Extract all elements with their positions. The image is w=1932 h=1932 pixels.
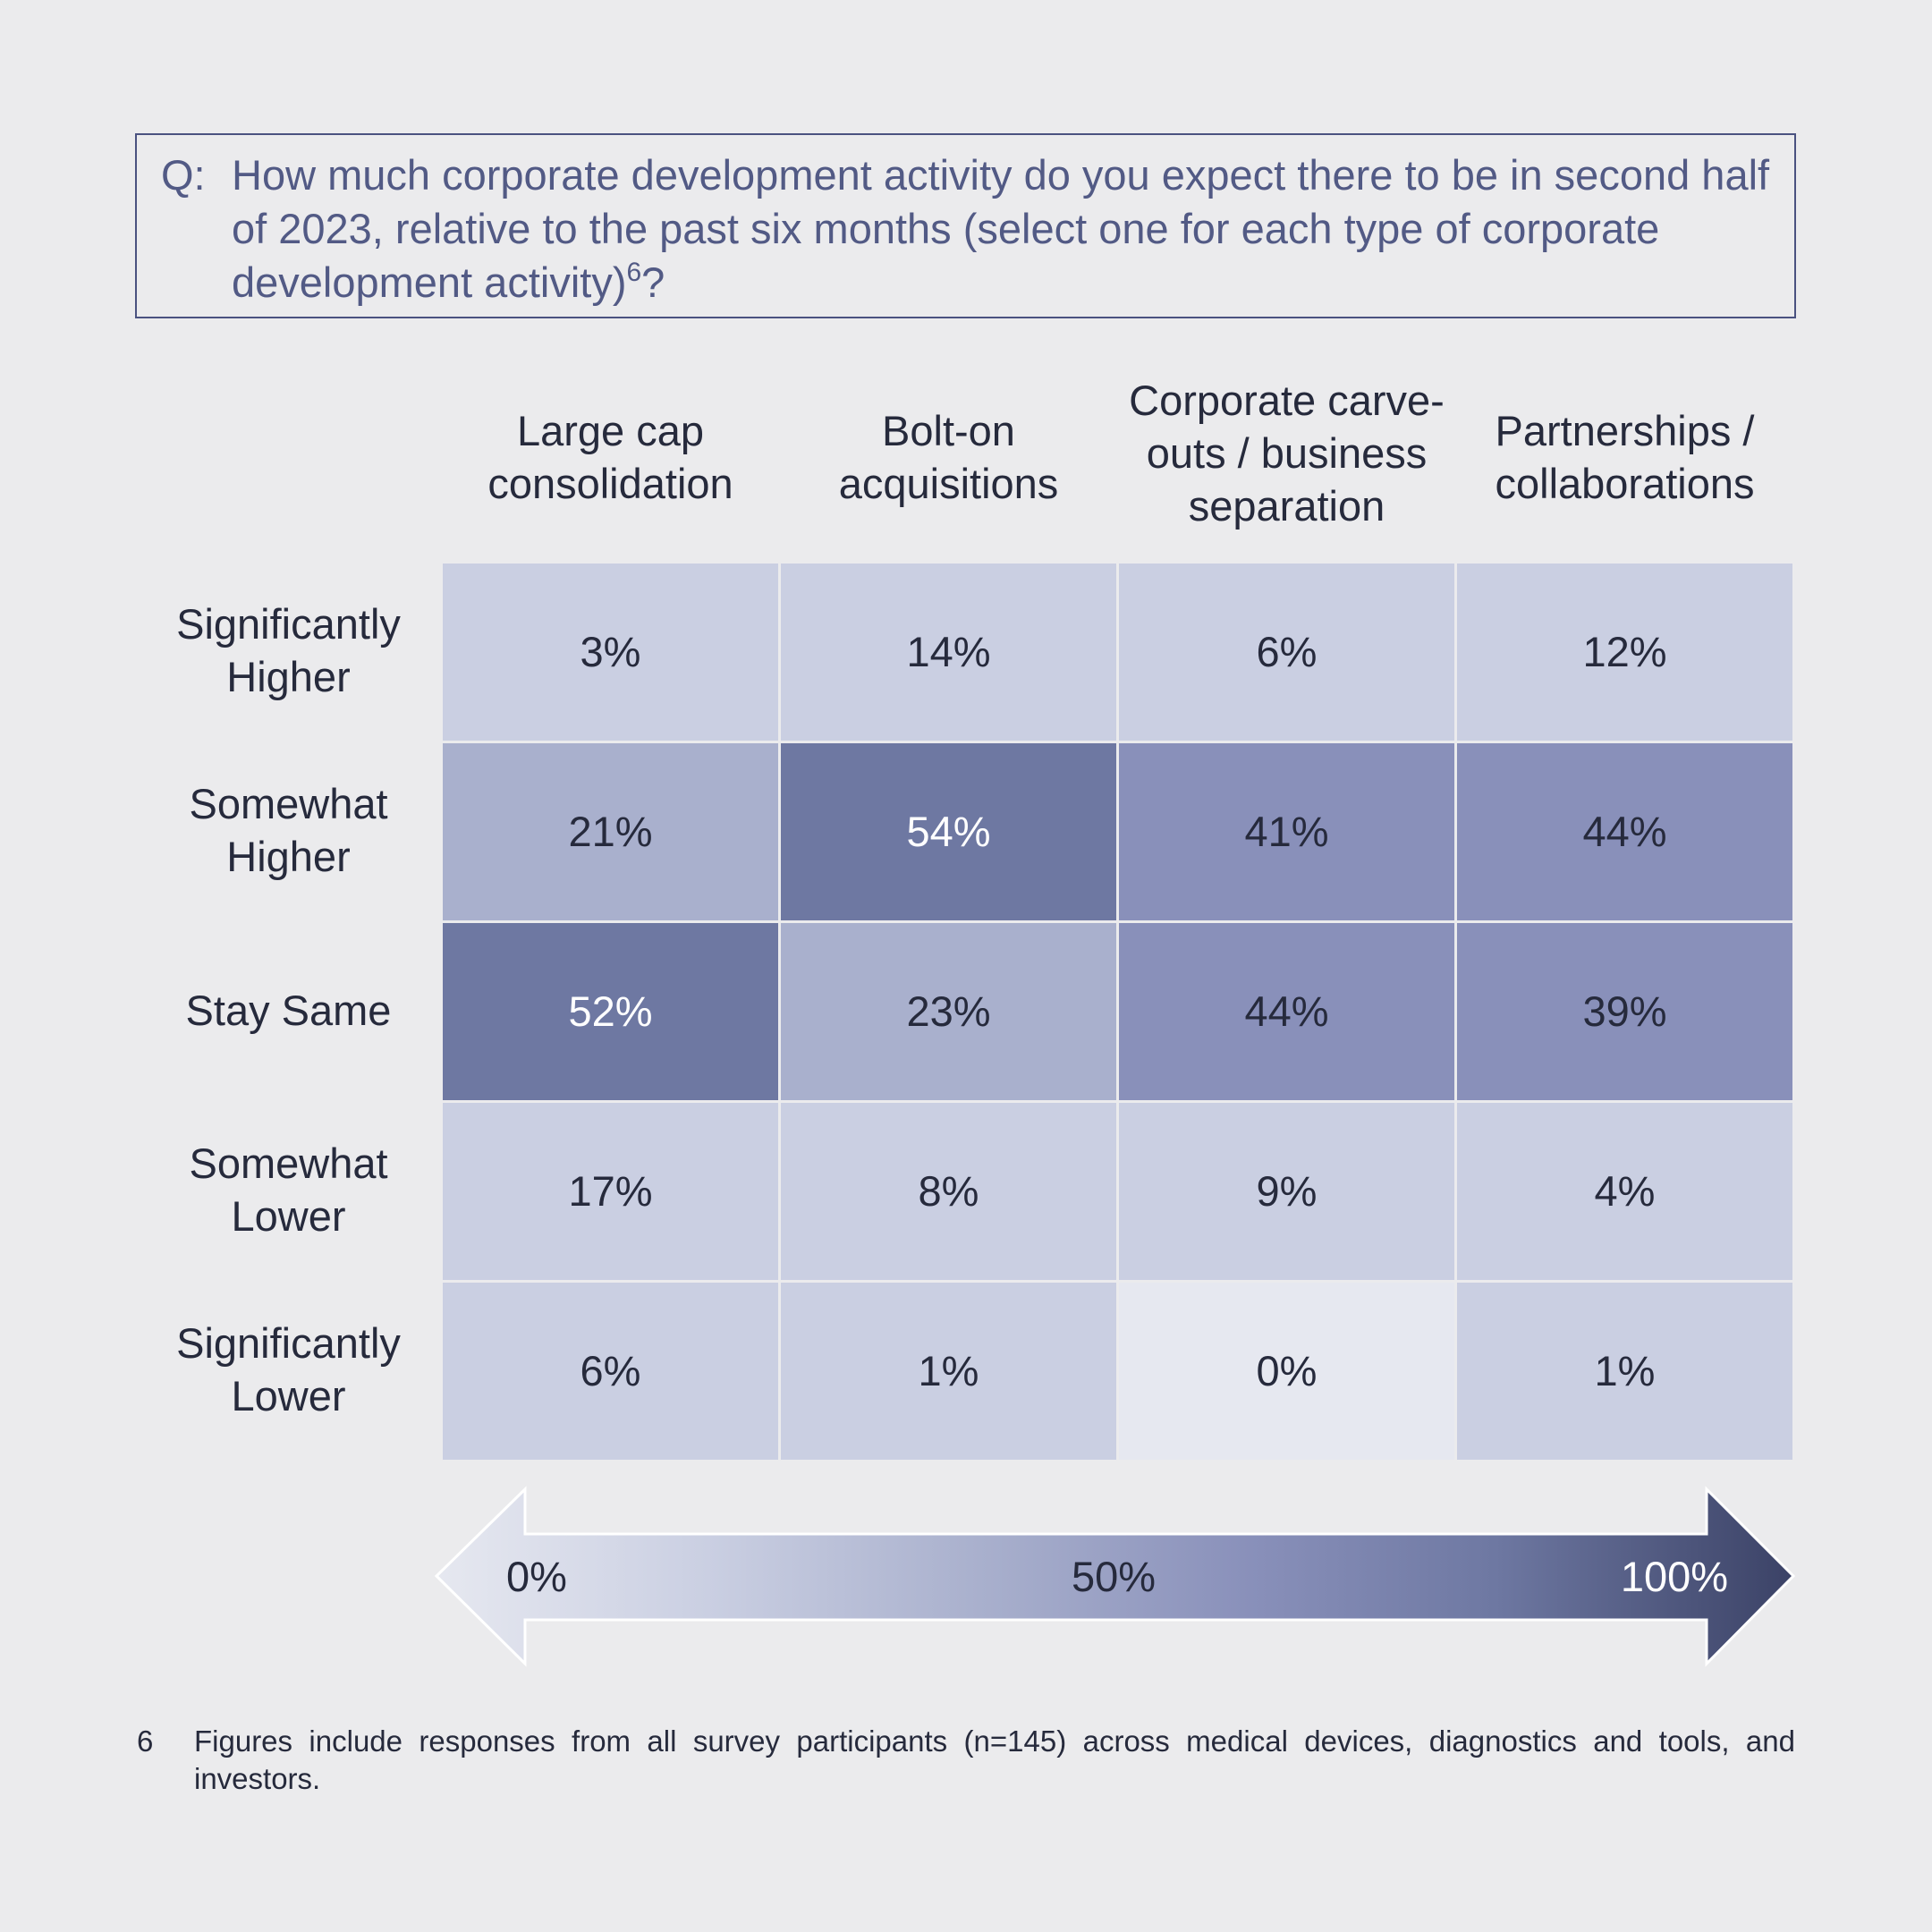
- row-header-line: Significantly: [176, 1319, 401, 1367]
- column-header-line: consolidation: [487, 460, 733, 507]
- heatmap-cell: [781, 564, 1116, 741]
- heatmap-cell: [781, 1103, 1116, 1280]
- scale-label: 100%: [1621, 1553, 1728, 1600]
- column-header-line: Corporate carve-: [1129, 377, 1445, 424]
- heatmap-value-label: 1%: [1595, 1347, 1656, 1394]
- column-header-line: Large cap: [516, 407, 705, 454]
- heatmap-cell: [781, 923, 1116, 1100]
- heatmap-cell: [1457, 564, 1792, 741]
- heatmap-cell: [1119, 923, 1454, 1100]
- heatmap-value-label: 1%: [919, 1347, 979, 1394]
- heatmap-value-label: 17%: [568, 1167, 652, 1215]
- question-text-block: How much corporate development activity …: [232, 148, 1770, 309]
- heatmap-value-label: 6%: [580, 1347, 641, 1394]
- scale-label: 50%: [1072, 1553, 1156, 1600]
- heatmap-cell: [781, 1283, 1116, 1460]
- heatmap-chart: 3% 14% 6% 12% 21% 54% 41% 44% 52% 23% 44% 39% 17% 8% 9…: [443, 564, 1792, 1460]
- row-header-line: Lower: [231, 1192, 346, 1240]
- column-header-line: Bolt-on: [882, 407, 1015, 454]
- row-header-5: Significantly Lower: [143, 1317, 434, 1422]
- heatmap-cell: [781, 743, 1116, 920]
- heatmap-value-label: 21%: [568, 808, 652, 855]
- heatmap-value-label: 52%: [568, 987, 652, 1035]
- question-box: Q: How much corporate development activi…: [135, 133, 1796, 318]
- row-header-line: Lower: [231, 1372, 346, 1419]
- heatmap-value-label: 6%: [1257, 628, 1318, 675]
- row-header-line: Higher: [226, 653, 351, 700]
- heatmap-cell: [1457, 923, 1792, 1100]
- row-header-2: Somewhat Higher: [143, 777, 434, 883]
- row-header-3: Stay Same: [143, 984, 434, 1037]
- heatmap-cell: [1457, 1103, 1792, 1280]
- question-suffix: ?: [641, 258, 665, 306]
- row-header-line: Somewhat: [189, 780, 388, 827]
- row-header-line: Significantly: [176, 600, 401, 648]
- heatmap-value-label: 8%: [919, 1167, 979, 1215]
- heatmap-cell: [443, 1103, 778, 1280]
- scale-label: 0%: [506, 1553, 567, 1600]
- column-header-2: Bolt-on acquisitions: [779, 404, 1119, 510]
- question-text: How much corporate development activity …: [232, 151, 1770, 306]
- heatmap-value-label: 14%: [906, 628, 990, 675]
- heatmap-cell: [1457, 1283, 1792, 1460]
- question-prefix: Q:: [161, 151, 206, 199]
- row-header-line: Somewhat: [189, 1140, 388, 1187]
- column-header-1: Large cap consolidation: [441, 404, 781, 510]
- heatmap-value-label: 44%: [1582, 808, 1666, 855]
- row-header-1: Significantly Higher: [143, 597, 434, 703]
- heatmap-value-label: 39%: [1582, 987, 1666, 1035]
- heatmap-value-label: 12%: [1582, 628, 1666, 675]
- row-header-line: Higher: [226, 833, 351, 880]
- heatmap-cell: [1457, 743, 1792, 920]
- column-header-4: Partnerships / collaborations: [1455, 404, 1795, 510]
- footnote-number: 6: [137, 1724, 154, 1758]
- row-header-line: Stay Same: [185, 986, 392, 1034]
- footnote-text: Figures include responses from all surve…: [194, 1724, 1795, 1795]
- column-header-line: outs / business: [1146, 429, 1428, 477]
- heatmap-cell: [443, 564, 778, 741]
- heatmap-value-label: 3%: [580, 628, 641, 675]
- heatmap-cell: [1119, 1283, 1454, 1460]
- question-footnote-ref: 6: [626, 258, 642, 287]
- heatmap-value-label: 41%: [1244, 808, 1328, 855]
- heatmap-cell: [443, 743, 778, 920]
- column-header-line: acquisitions: [838, 460, 1059, 507]
- heatmap-cell: [443, 923, 778, 1100]
- heatmap-value-label: 0%: [1257, 1347, 1318, 1394]
- column-header-line: Partnerships /: [1495, 407, 1755, 454]
- heatmap-value-label: 44%: [1244, 987, 1328, 1035]
- heatmap-value-label: 9%: [1257, 1167, 1318, 1215]
- column-header-line: collaborations: [1495, 460, 1755, 507]
- heatmap-cell: [1119, 564, 1454, 741]
- heatmap-cell: [1119, 1103, 1454, 1280]
- column-header-3: Corporate carve-outs / business separatio…: [1117, 374, 1457, 532]
- heatmap-value-label: 23%: [906, 987, 990, 1035]
- heatmap-value-label: 54%: [906, 808, 990, 855]
- row-header-4: Somewhat Lower: [143, 1137, 434, 1242]
- column-header-line: separation: [1188, 482, 1385, 530]
- heatmap-value-label: 4%: [1595, 1167, 1656, 1215]
- heatmap-cell: [443, 1283, 778, 1460]
- heatmap-cell: [1119, 743, 1454, 920]
